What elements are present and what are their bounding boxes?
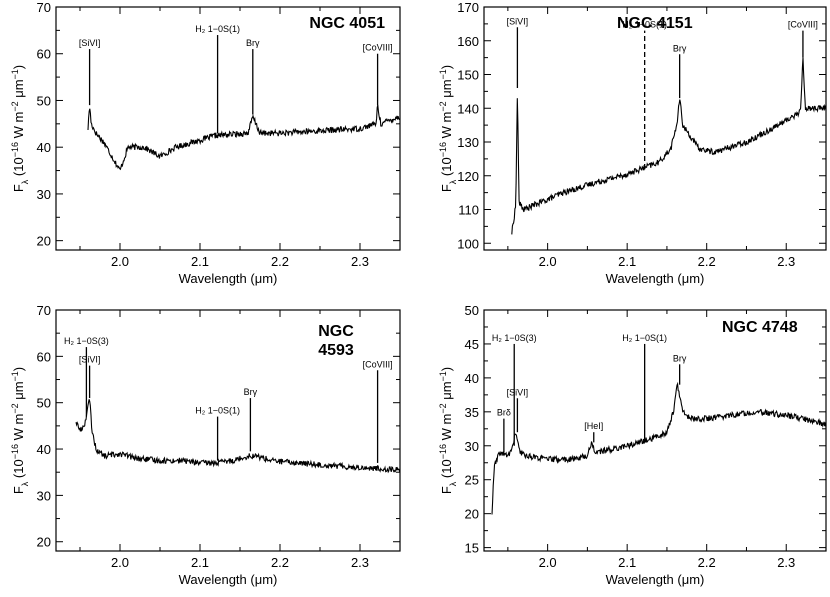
panel-title: NGC 4593 xyxy=(318,323,354,359)
line-marker-label: [CoVIII] xyxy=(363,43,393,53)
y-tick-label: 40 xyxy=(37,442,51,457)
plot-frame xyxy=(55,309,401,552)
line-marker-label: [SiVI] xyxy=(79,38,101,48)
panel-title: NGC 4748 xyxy=(722,319,798,336)
y-tick-label: 30 xyxy=(37,488,51,503)
panel-4: 2.0 2.1 2.2 2.3 15 20 25 30 35 40 45 50 Wavelength (… xyxy=(438,303,827,587)
panel-2: 2.0 2.1 2.2 2.3 100 110 120 130 140 150 160 170 Wave… xyxy=(438,0,827,286)
y-tick-label: 30 xyxy=(37,187,51,202)
panel-1: 2.0 2.1 2.2 2.3 20 30 40 50 60 70 Wavelength (μm) F… xyxy=(10,0,401,286)
panel-title: NGC 4151 xyxy=(617,15,693,32)
x-tick-label: 2.1 xyxy=(618,555,636,570)
panel-title: NGC 4051 xyxy=(309,15,385,32)
y-tick-label: 140 xyxy=(457,101,479,116)
y-tick-label: 30 xyxy=(465,439,479,454)
y-tick-label: 70 xyxy=(37,0,51,15)
plot-frame xyxy=(55,6,401,251)
y-tick-label: 40 xyxy=(465,371,479,386)
x-axis-title: Wavelength (μm) xyxy=(606,271,705,286)
y-tick-label: 60 xyxy=(37,47,51,62)
line-marker-label: [SiVI] xyxy=(507,16,529,26)
x-tick-label: 2.0 xyxy=(539,555,557,570)
line-marker-label: [HeI] xyxy=(584,421,603,431)
line-marker-label: H₂ 1−0S(3) xyxy=(492,333,537,343)
y-axis-title: Fλ (10−16 W m−2 μm−1) xyxy=(10,65,30,192)
y-tick-label: 50 xyxy=(465,303,479,318)
x-tick-label: 2.2 xyxy=(271,254,289,269)
y-tick-label: 35 xyxy=(465,405,479,420)
y-tick-label: 160 xyxy=(457,34,479,49)
y-tick-label: 170 xyxy=(457,0,479,15)
y-tick-label: 60 xyxy=(37,349,51,364)
line-marker-label: H₂ 1−0S(1) xyxy=(195,406,240,416)
y-tick-label: 20 xyxy=(37,234,51,249)
line-marker-label: Brγ xyxy=(673,353,687,363)
x-tick-label: 2.3 xyxy=(351,555,369,570)
x-tick-label: 2.2 xyxy=(698,555,716,570)
line-marker-label: Brγ xyxy=(246,38,260,48)
y-tick-label: 25 xyxy=(465,473,479,488)
x-tick-label: 2.3 xyxy=(351,254,369,269)
x-tick-label: 2.0 xyxy=(111,555,129,570)
x-tick-label: 2.3 xyxy=(777,555,795,570)
spectrum-line xyxy=(511,57,827,235)
x-tick-label: 2.1 xyxy=(618,254,636,269)
y-tick-label: 70 xyxy=(37,303,51,318)
y-tick-label: 50 xyxy=(37,93,51,108)
line-marker-label: H₂ 1−0S(1) xyxy=(622,20,667,30)
line-marker-label: [SiVI] xyxy=(79,355,101,365)
line-marker-label: Brδ xyxy=(497,408,511,418)
x-tick-label: 2.1 xyxy=(191,555,209,570)
y-tick-label: 15 xyxy=(465,541,479,556)
line-marker-label: [CoVIII] xyxy=(788,20,818,30)
y-tick-label: 45 xyxy=(465,337,479,352)
line-marker-label: H₂ 1−0S(1) xyxy=(622,333,667,343)
spectrum-line xyxy=(75,399,401,474)
y-tick-label: 50 xyxy=(37,396,51,411)
spectrum-line xyxy=(491,381,827,515)
line-marker-label: [SiVI] xyxy=(507,387,529,397)
x-tick-label: 2.0 xyxy=(539,254,557,269)
x-axis-title: Wavelength (μm) xyxy=(179,271,278,286)
y-tick-label: 120 xyxy=(457,169,479,184)
y-tick-label: 150 xyxy=(457,68,479,83)
y-tick-label: 100 xyxy=(457,236,479,251)
x-tick-label: 2.2 xyxy=(271,555,289,570)
x-axis-title: Wavelength (μm) xyxy=(179,572,278,587)
y-axis-title: Fλ (10−16 W m−2 μm−1) xyxy=(438,367,458,494)
spectrum-line xyxy=(87,104,401,171)
x-tick-label: 2.2 xyxy=(698,254,716,269)
x-tick-label: 2.1 xyxy=(191,254,209,269)
plot-frame xyxy=(483,6,827,251)
line-marker-label: H₂ 1−0S(3) xyxy=(64,336,109,346)
panel-3: 2.0 2.1 2.2 2.3 20 30 40 50 60 70 Wavelength (μm) F… xyxy=(10,303,401,587)
x-axis-title: Wavelength (μm) xyxy=(606,572,705,587)
y-tick-label: 110 xyxy=(458,203,479,218)
x-tick-label: 2.3 xyxy=(777,254,795,269)
y-tick-label: 130 xyxy=(457,135,479,150)
y-tick-label: 40 xyxy=(37,140,51,155)
line-marker-label: H₂ 1−0S(1) xyxy=(195,24,240,34)
line-marker-label: Brγ xyxy=(244,387,258,397)
line-marker-label: [CoVIII] xyxy=(363,359,393,369)
y-axis-title: Fλ (10−16 W m−2 μm−1) xyxy=(438,65,458,192)
y-tick-label: 20 xyxy=(465,507,479,522)
x-tick-label: 2.0 xyxy=(111,254,129,269)
line-marker-label: Brγ xyxy=(673,43,687,53)
y-tick-label: 20 xyxy=(37,535,51,550)
y-axis-title: Fλ (10−16 W m−2 μm−1) xyxy=(10,367,30,494)
plot-frame xyxy=(483,309,827,552)
